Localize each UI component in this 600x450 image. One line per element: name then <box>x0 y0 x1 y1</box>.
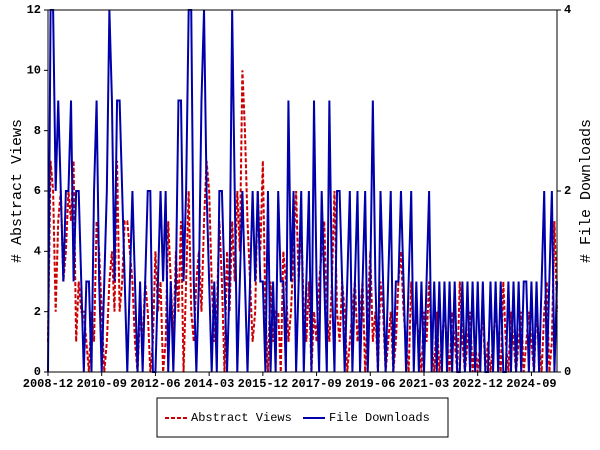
y-tick-label: 6 <box>34 184 41 198</box>
y2-tick-label: 2 <box>564 184 571 198</box>
legend-box <box>156 397 449 438</box>
x-tick-label: 2021-03 <box>399 377 449 391</box>
x-tick-label: 2017-09 <box>291 377 341 391</box>
line-series <box>47 70 558 373</box>
y-tick-label: 4 <box>34 245 41 259</box>
y-tick-label: 12 <box>27 3 41 17</box>
y2-axis-label: # File Downloads <box>578 119 595 263</box>
y2-tick-label: 4 <box>564 3 571 17</box>
x-tick-label: 2010-09 <box>77 377 127 391</box>
y-tick-label: 0 <box>34 365 41 379</box>
line-series <box>47 9 558 373</box>
x-tick-label: 2024-09 <box>506 377 556 391</box>
x-tick-label: 2022-12 <box>452 377 502 391</box>
y2-tick-label: 0 <box>564 365 571 379</box>
y-tick-label: 2 <box>34 305 41 319</box>
y-tick-label: 8 <box>34 124 41 138</box>
y-axis-label: # Abstract Views <box>9 119 26 263</box>
legend-label: File Downloads <box>329 411 430 425</box>
x-tick-label: 2015-12 <box>238 377 288 391</box>
plot-frame <box>47 9 558 373</box>
x-tick-label: 2012-06 <box>130 377 180 391</box>
x-tick-label: 2019-06 <box>345 377 395 391</box>
legend-label: Abstract Views <box>191 411 292 425</box>
y-tick-label: 10 <box>27 64 41 78</box>
x-tick-label: 2014-03 <box>184 377 234 391</box>
x-tick-label: 2008-12 <box>23 377 73 391</box>
